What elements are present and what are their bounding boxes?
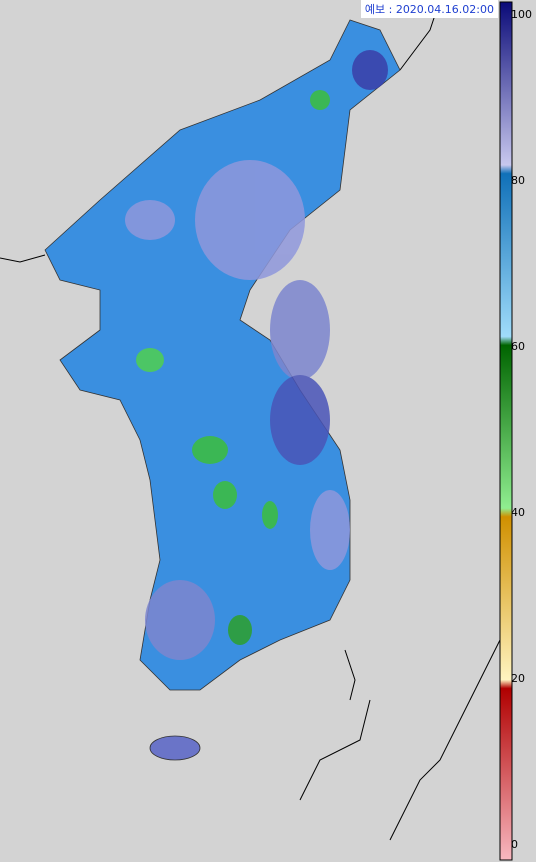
colorbar (499, 1, 513, 861)
legend-label: 100 (511, 8, 532, 21)
jeju (149, 735, 201, 761)
humidity-patches (125, 50, 388, 660)
legend-label: 80 (511, 174, 525, 187)
legend-label: 60 (511, 340, 525, 353)
peninsula (44, 19, 401, 691)
legend-label: 40 (511, 506, 525, 519)
legend-label: 0 (511, 838, 518, 851)
forecast-time: 예보 : 2020.04.16.02:00 (360, 0, 498, 18)
legend-label: 20 (511, 672, 525, 685)
